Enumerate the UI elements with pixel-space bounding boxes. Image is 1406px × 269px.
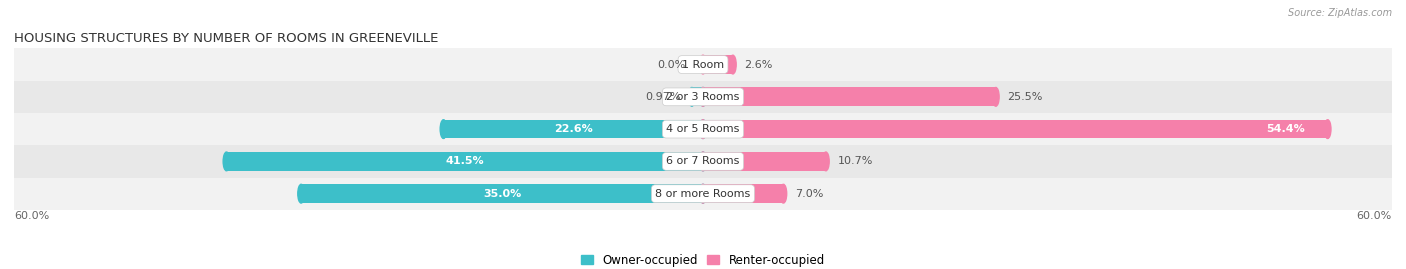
Bar xyxy=(692,87,703,106)
Circle shape xyxy=(993,87,1000,106)
Bar xyxy=(703,152,825,171)
Text: 2.6%: 2.6% xyxy=(744,59,773,70)
Circle shape xyxy=(700,87,706,106)
Circle shape xyxy=(440,120,447,139)
Text: 6 or 7 Rooms: 6 or 7 Rooms xyxy=(666,156,740,167)
Text: 2 or 3 Rooms: 2 or 3 Rooms xyxy=(666,92,740,102)
Bar xyxy=(703,120,1327,139)
Bar xyxy=(301,184,703,203)
Circle shape xyxy=(700,184,706,203)
Circle shape xyxy=(689,87,695,106)
Text: 10.7%: 10.7% xyxy=(838,156,873,167)
Bar xyxy=(703,184,783,203)
Text: 41.5%: 41.5% xyxy=(446,156,484,167)
Text: 0.97%: 0.97% xyxy=(645,92,681,102)
Circle shape xyxy=(700,152,706,171)
Circle shape xyxy=(780,184,787,203)
Circle shape xyxy=(700,87,706,106)
Legend: Owner-occupied, Renter-occupied: Owner-occupied, Renter-occupied xyxy=(576,249,830,269)
Bar xyxy=(443,120,703,139)
Circle shape xyxy=(823,152,830,171)
Text: 25.5%: 25.5% xyxy=(1007,92,1043,102)
Circle shape xyxy=(700,120,706,139)
Text: 0.0%: 0.0% xyxy=(658,59,686,70)
Text: 4 or 5 Rooms: 4 or 5 Rooms xyxy=(666,124,740,134)
Text: 1 Room: 1 Room xyxy=(682,59,724,70)
Circle shape xyxy=(298,184,305,203)
Text: 22.6%: 22.6% xyxy=(554,124,592,134)
Bar xyxy=(14,145,1392,178)
Bar xyxy=(14,178,1392,210)
Text: 7.0%: 7.0% xyxy=(794,189,824,199)
Bar xyxy=(703,55,733,74)
Circle shape xyxy=(700,152,706,171)
Bar xyxy=(703,87,995,106)
Text: 54.4%: 54.4% xyxy=(1265,124,1305,134)
Bar xyxy=(14,81,1392,113)
Circle shape xyxy=(700,120,706,139)
Bar xyxy=(14,113,1392,145)
Circle shape xyxy=(700,184,706,203)
Text: 60.0%: 60.0% xyxy=(14,211,49,221)
Text: Source: ZipAtlas.com: Source: ZipAtlas.com xyxy=(1288,8,1392,18)
Circle shape xyxy=(224,152,229,171)
Text: 8 or more Rooms: 8 or more Rooms xyxy=(655,189,751,199)
Circle shape xyxy=(1324,120,1331,139)
Text: 60.0%: 60.0% xyxy=(1357,211,1392,221)
Circle shape xyxy=(730,55,737,74)
Bar xyxy=(14,48,1392,81)
Bar xyxy=(226,152,703,171)
Circle shape xyxy=(700,55,706,74)
Text: HOUSING STRUCTURES BY NUMBER OF ROOMS IN GREENEVILLE: HOUSING STRUCTURES BY NUMBER OF ROOMS IN… xyxy=(14,32,439,45)
Text: 35.0%: 35.0% xyxy=(482,189,522,199)
